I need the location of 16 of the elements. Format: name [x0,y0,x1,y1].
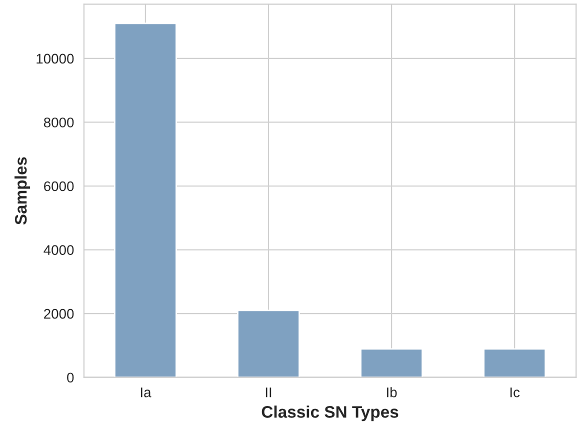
y-tick-label: 4000 [44,245,74,255]
x-axis-title: Classic SN Types [262,406,398,422]
y-tick-label: 8000 [44,118,74,128]
x-tick-label: Ib [387,387,397,398]
x-tick-label: II [266,388,272,398]
y-tick-label: 10000 [36,54,74,64]
bar [483,348,546,378]
bar [360,348,424,378]
x-tick-label: Ic [510,388,520,398]
bar [237,310,300,378]
bar [114,22,177,378]
y-tick-label: 0 [67,372,74,383]
y-tick-label: 6000 [44,181,74,192]
y-tick-label: 2000 [44,308,74,319]
x-tick-label: Ia [140,388,152,398]
y-axis-title: Samples [14,157,30,225]
